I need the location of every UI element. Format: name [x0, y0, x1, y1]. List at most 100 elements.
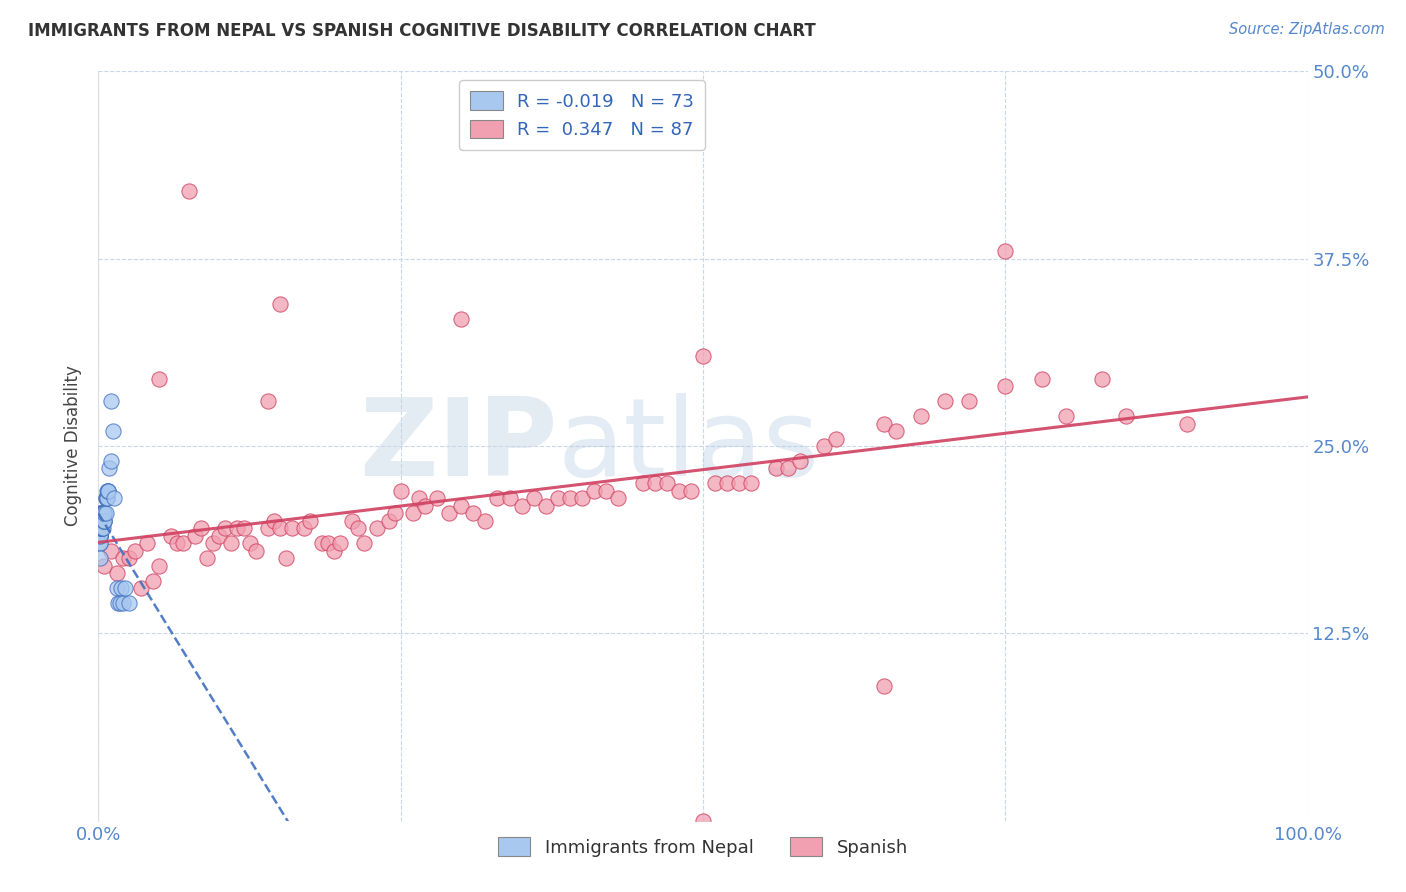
Point: [716, 476, 738, 491]
Point: [91, 521, 114, 535]
Point: [644, 476, 666, 491]
Point: [269, 296, 291, 310]
Point: [1115, 409, 1137, 423]
Point: [108, 596, 131, 610]
Point: [274, 551, 297, 566]
Point: [1054, 409, 1077, 423]
Point: [463, 507, 485, 521]
Point: [595, 483, 617, 498]
Point: [269, 521, 291, 535]
Point: [91, 514, 114, 528]
Point: [679, 483, 702, 498]
Point: [299, 514, 322, 528]
Point: [90, 514, 112, 528]
Text: IMMIGRANTS FROM NEPAL VS SPANISH COGNITIVE DISABILITY CORRELATION CHART: IMMIGRANTS FROM NEPAL VS SPANISH COGNITI…: [28, 22, 815, 40]
Point: [89, 536, 111, 550]
Point: [91, 514, 114, 528]
Point: [655, 476, 678, 491]
Text: ZIP: ZIP: [360, 393, 558, 499]
Point: [776, 461, 799, 475]
Point: [202, 536, 225, 550]
Point: [873, 417, 896, 431]
Point: [124, 544, 146, 558]
Point: [825, 432, 848, 446]
Point: [450, 499, 472, 513]
Point: [93, 507, 115, 521]
Point: [96, 483, 118, 498]
Point: [184, 529, 207, 543]
Point: [571, 491, 593, 506]
Point: [93, 558, 115, 573]
Point: [94, 507, 117, 521]
Point: [96, 491, 118, 506]
Point: [110, 582, 132, 596]
Point: [413, 499, 436, 513]
Point: [534, 499, 557, 513]
Point: [97, 483, 120, 498]
Point: [408, 491, 430, 506]
Point: [89, 529, 111, 543]
Point: [89, 521, 111, 535]
Point: [245, 544, 267, 558]
Point: [93, 514, 115, 528]
Point: [957, 394, 980, 409]
Point: [256, 394, 278, 409]
Point: [89, 521, 111, 535]
Point: [498, 491, 520, 506]
Point: [190, 521, 212, 535]
Point: [103, 491, 125, 506]
Point: [450, 311, 472, 326]
Point: [91, 521, 114, 535]
Point: [91, 514, 114, 528]
Point: [377, 514, 399, 528]
Point: [89, 521, 111, 535]
Point: [221, 536, 243, 550]
Point: [607, 491, 630, 506]
Point: [994, 244, 1017, 259]
Point: [89, 521, 111, 535]
Point: [91, 507, 114, 521]
Point: [90, 514, 112, 528]
Point: [195, 551, 218, 566]
Point: [114, 582, 136, 596]
Point: [89, 521, 111, 535]
Point: [692, 349, 714, 363]
Point: [111, 551, 134, 566]
Point: [97, 483, 120, 498]
Point: [89, 529, 111, 543]
Point: [91, 521, 114, 535]
Point: [166, 536, 188, 550]
Point: [329, 536, 352, 550]
Point: [90, 507, 112, 521]
Point: [91, 521, 114, 535]
Point: [1091, 371, 1114, 385]
Point: [765, 461, 787, 475]
Point: [89, 521, 111, 535]
Point: [135, 536, 157, 550]
Point: [91, 507, 114, 521]
Point: [668, 483, 690, 498]
Point: [89, 521, 111, 535]
Point: [692, 814, 714, 828]
Point: [558, 491, 581, 506]
Point: [90, 514, 112, 528]
Point: [208, 529, 231, 543]
Point: [105, 566, 128, 581]
Point: [100, 454, 122, 468]
Text: atlas: atlas: [558, 393, 820, 499]
Point: [111, 596, 134, 610]
Point: [172, 536, 194, 550]
Point: [239, 536, 262, 550]
Point: [105, 582, 128, 596]
Point: [994, 379, 1017, 393]
Point: [384, 507, 406, 521]
Point: [89, 521, 111, 535]
Point: [389, 483, 412, 498]
Point: [316, 536, 339, 550]
Point: [886, 424, 908, 438]
Point: [90, 507, 112, 521]
Point: [631, 476, 654, 491]
Point: [90, 521, 112, 535]
Point: [97, 483, 120, 498]
Text: Source: ZipAtlas.com: Source: ZipAtlas.com: [1229, 22, 1385, 37]
